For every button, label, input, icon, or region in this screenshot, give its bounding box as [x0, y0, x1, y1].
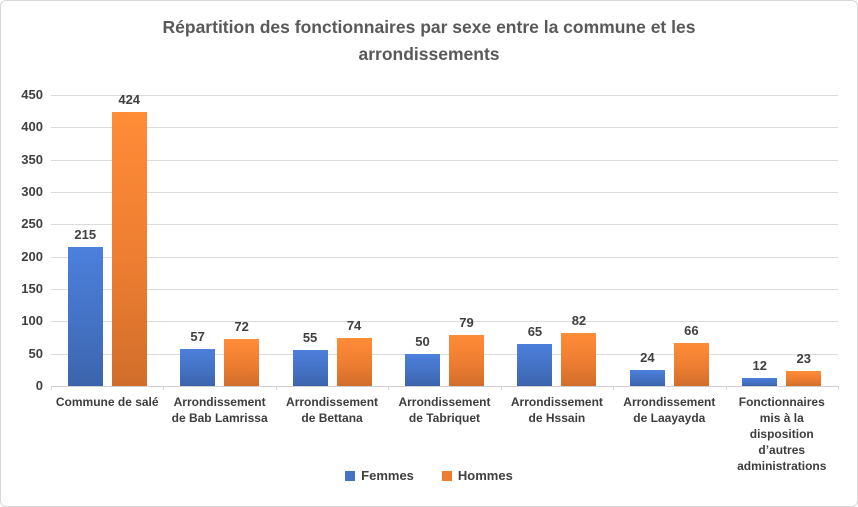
category-label: Arrondissement de Bab Lamrissa: [171, 395, 268, 425]
data-label: 79: [459, 314, 474, 330]
y-tick-label: 100: [21, 313, 43, 329]
bar-femmes: [67, 246, 103, 386]
bar-hommes: [449, 334, 484, 386]
data-label: 215: [74, 226, 97, 242]
bar-femmes: [405, 353, 440, 386]
data-label: 72: [234, 319, 249, 335]
data-label: 66: [684, 323, 699, 339]
bar-hommes: [673, 343, 709, 386]
x-axis-line: [51, 386, 838, 387]
axis-tick: [163, 386, 165, 390]
legend: Femmes Hommes: [1, 468, 857, 483]
y-tick-label: 200: [21, 248, 43, 264]
axis-tick: [388, 386, 390, 390]
legend-swatch-femmes: [345, 470, 356, 481]
bar-femmes: [292, 350, 328, 386]
gridline: [51, 95, 838, 96]
axis-tick: [613, 386, 615, 390]
gridline: [51, 192, 838, 193]
y-tick-label: 150: [21, 281, 43, 296]
legend-swatch-hommes: [441, 470, 452, 481]
gridline: [51, 224, 838, 226]
axis-tick: [838, 386, 839, 390]
category-label: Arrondissement de Hssain: [510, 395, 603, 425]
gridline: [51, 127, 838, 129]
data-label: 24: [640, 350, 655, 366]
data-label: 50: [415, 333, 430, 349]
data-label: 57: [190, 329, 205, 345]
bar-hommes: [561, 332, 597, 386]
y-tick-label: 50: [28, 345, 43, 361]
gridline: [51, 289, 838, 290]
x-axis-category-labels: Commune de salé Arrondissement de Bab Lam…: [51, 394, 838, 474]
y-tick-label: 450: [21, 87, 43, 102]
y-tick-label: 400: [21, 119, 43, 135]
category-label: Arrondissement de Bettana: [286, 395, 379, 425]
y-tick-label: 250: [21, 216, 43, 232]
data-label: 74: [346, 318, 362, 334]
axis-tick: [500, 386, 502, 390]
data-label: 12: [752, 358, 768, 374]
chart-title: Répartition des fonctionnaires par sexe …: [162, 17, 696, 64]
category-label: Arrondissement de Tabriquet: [398, 395, 491, 425]
category-label: Arrondissement de Laayayda: [623, 395, 716, 425]
axis-tick: [725, 386, 727, 390]
data-label: 23: [796, 351, 812, 367]
axis-tick: [51, 386, 52, 390]
data-label: 65: [527, 323, 543, 339]
bar-hommes: [336, 338, 372, 386]
bar-hommes: [224, 339, 260, 386]
y-tick-label: 0: [35, 378, 43, 393]
gridline: [51, 256, 838, 258]
legend-item-hommes: Hommes: [441, 468, 513, 483]
bar-femmes: [629, 370, 665, 386]
bar-femmes: [517, 343, 553, 386]
gridline: [51, 353, 838, 355]
bar-hommes: [786, 371, 822, 386]
bar-femmes: [742, 378, 778, 386]
category-label: Commune de salé: [55, 395, 159, 409]
gridline: [51, 321, 838, 323]
gridline: [51, 159, 838, 161]
y-tick-label: 300: [21, 184, 43, 199]
axis-tick: [275, 386, 277, 390]
y-tick-label: 350: [21, 151, 43, 167]
legend-item-femmes: Femmes: [345, 468, 414, 483]
bar-hommes: [111, 111, 147, 386]
legend-label: Hommes: [457, 468, 513, 483]
category-label: Fonctionnaires mis à la disposition d’au…: [737, 395, 827, 473]
data-label: 55: [302, 330, 318, 346]
data-label: 82: [571, 312, 587, 328]
plot-area: 215 424 57 72 55 74 50 79 65 82 24 66 12 23: [51, 91, 839, 390]
bar-femmes: [180, 349, 216, 386]
data-label: 424: [118, 91, 141, 107]
legend-label: Femmes: [361, 468, 414, 483]
y-axis: 0 50 100 150 200 250 300 350 400 450: [1, 87, 43, 393]
